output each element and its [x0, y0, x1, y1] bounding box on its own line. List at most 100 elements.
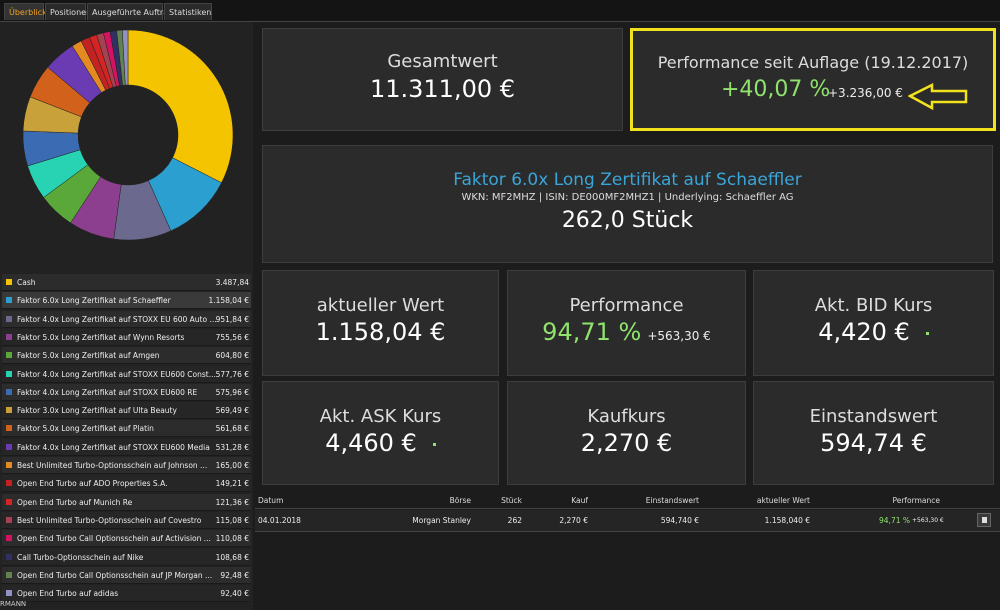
donut-slice: [127, 29, 234, 184]
holding-name: Faktor 4.0x Long Zertifikat auf STOXX EU…: [17, 369, 216, 379]
holding-value: 92,40 €: [220, 589, 249, 599]
holding-row[interactable]: Faktor 5.0x Long Zertifikat auf Amgen 604…: [2, 347, 251, 365]
holding-name: Open End Turbo Call Optionsschein auf Ac…: [17, 534, 211, 544]
performance-percent: +40,07 %: [721, 77, 831, 102]
holding-row[interactable]: Faktor 6.0x Long Zertifikat auf Schaeffl…: [2, 292, 251, 310]
holding-name: Faktor 5.0x Long Zertifikat auf Amgen: [17, 351, 160, 361]
color-swatch: [6, 571, 12, 578]
card-change: +563,30 €: [647, 329, 711, 343]
card-value-line: 4,460 €: [263, 429, 498, 457]
row-action-button[interactable]: [977, 513, 991, 527]
metric-card: Einstandswert 594,74 €: [753, 381, 994, 485]
card-value-line: 2,270 €: [508, 429, 745, 457]
tab[interactable]: Ausgeführte Aufträge: [87, 3, 178, 20]
color-swatch: [6, 498, 12, 505]
trades-row: 04.01.2018 Morgan Stanley 262 2,270 € 594,74…: [255, 510, 1000, 532]
card-title: Performance seit Auflage (19.12.2017): [657, 53, 969, 72]
holding-row[interactable]: Open End Turbo Call Optionsschein auf JP…: [2, 566, 251, 584]
holding-name: Open End Turbo auf ADO Properties S.A.: [17, 479, 168, 489]
holding-value: 604,80 €: [215, 351, 249, 361]
holding-row[interactable]: Faktor 5.0x Long Zertifikat auf Platin 56…: [2, 420, 251, 438]
card-value-line: 594,74 €: [754, 429, 993, 457]
holding-value: 108,68 €: [215, 552, 249, 562]
card-value-line: 1.158,04 €: [263, 318, 498, 346]
instrument-quantity: 262,0 Stück: [561, 208, 694, 233]
instrument-card: Faktor 6.0x Long Zertifikat auf Schaeffl…: [262, 145, 993, 263]
card-title: Akt. ASK Kurs: [319, 406, 442, 427]
color-swatch: [6, 370, 12, 377]
holding-value: 561,68 €: [215, 424, 249, 434]
table-cell: 262: [507, 516, 522, 525]
color-swatch: [6, 516, 12, 523]
holding-row[interactable]: Open End Turbo Call Optionsschein auf Ac…: [2, 530, 251, 548]
metric-card: Akt. BID Kurs 4,420 €: [753, 270, 994, 376]
status-dot: [925, 331, 929, 335]
color-swatch: [6, 480, 12, 487]
holding-name: Faktor 5.0x Long Zertifikat auf Wynn Res…: [17, 332, 185, 342]
color-swatch: [6, 443, 12, 450]
holding-value: 92,48 €: [220, 570, 249, 580]
holding-row[interactable]: Faktor 4.0x Long Zertifikat auf STOXX EU…: [2, 383, 251, 401]
column-header: Kauf: [571, 496, 588, 505]
card-title: Performance: [569, 295, 684, 316]
holding-row[interactable]: Best Unlimited Turbo-Optionsschein auf J…: [2, 457, 251, 474]
holding-name: Cash: [17, 278, 36, 287]
holding-value: 755,56 €: [215, 332, 249, 342]
holding-row[interactable]: Open End Turbo auf Munich Re 121,36 €: [2, 493, 251, 511]
holding-row[interactable]: Faktor 4.0x Long Zertifikat auf STOXX EU…: [2, 365, 251, 383]
card-value-line: 4,420 €: [754, 318, 993, 346]
card-title: Einstandswert: [809, 406, 938, 427]
holding-row[interactable]: Best Unlimited Turbo-Optionsschein auf C…: [2, 511, 251, 529]
card-title: aktueller Wert: [316, 295, 445, 316]
card-value: 11.311,00 €: [369, 75, 516, 103]
tab-bar: Überblick Positionen Ausgeführte Aufträge S…: [0, 0, 1000, 22]
holding-name: Faktor 3.0x Long Zertifikat auf Ulta Bea…: [17, 406, 177, 416]
card-value: 594,74 €: [820, 429, 927, 457]
card-title: Gesamtwert: [387, 51, 498, 72]
card-value: 1.158,04 €: [315, 318, 446, 346]
color-swatch: [6, 590, 12, 597]
donut-chart: [22, 29, 234, 241]
color-swatch: [6, 535, 12, 542]
holding-row[interactable]: Faktor 4.0x Long Zertifikat auf STOXX EU…: [2, 310, 251, 328]
holding-value: 575,96 €: [215, 387, 249, 397]
column-header: Börse: [449, 496, 471, 505]
instrument-title: Faktor 6.0x Long Zertifikat auf Schaeffl…: [453, 170, 802, 190]
performance-card: Performance seit Auflage (19.12.2017) +4…: [630, 28, 996, 131]
card-value: 94,71 %: [542, 318, 642, 346]
holding-row[interactable]: Faktor 5.0x Long Zertifikat auf Wynn Res…: [2, 328, 251, 346]
table-cell: Morgan Stanley: [412, 516, 471, 525]
tab[interactable]: Überblick: [4, 3, 47, 20]
card-value: 4,420 €: [818, 318, 910, 346]
holding-value: 569,49 €: [215, 406, 249, 416]
holding-value: 115,08 €: [215, 515, 249, 525]
color-swatch: [6, 553, 12, 560]
trades-header: Datum Börse Stück Kauf Einstandswert aktuelle…: [255, 491, 1000, 509]
holding-value: 531,28 €: [215, 442, 249, 452]
table-cell: 04.01.2018: [258, 516, 301, 525]
holding-row[interactable]: Open End Turbo auf adidas 92,40 €: [2, 585, 251, 603]
arrow: [908, 83, 968, 111]
holding-value: 165,00 €: [215, 461, 249, 470]
holding-row[interactable]: Faktor 3.0x Long Zertifikat auf Ulta Bea…: [2, 402, 251, 420]
holding-name: Best Unlimited Turbo-Optionsschein auf C…: [17, 515, 202, 525]
color-swatch: [6, 407, 12, 414]
holding-name: Best Unlimited Turbo-Optionsschein auf J…: [17, 461, 208, 470]
holding-value: 3.487,84: [215, 278, 249, 287]
tab[interactable]: Positionen: [45, 3, 91, 20]
holding-row[interactable]: Cash 3.487,84: [2, 274, 251, 291]
card-value-line: 94,71 % +563,30 €: [508, 318, 745, 346]
metric-card: aktueller Wert 1.158,04 €: [262, 270, 499, 376]
metric-card: Akt. ASK Kurs 4,460 €: [262, 381, 499, 485]
holding-value: 951,84 €: [215, 314, 249, 324]
holding-name: Faktor 4.0x Long Zertifikat auf STOXX EU…: [17, 442, 210, 452]
holding-value: 149,21 €: [215, 479, 249, 489]
color-swatch: [6, 297, 12, 304]
holding-row[interactable]: Open End Turbo auf ADO Properties S.A. 14…: [2, 475, 251, 493]
holding-row[interactable]: Call Turbo-Optionsschein auf Nike 108,68 …: [2, 548, 251, 566]
holding-row[interactable]: Faktor 4.0x Long Zertifikat auf STOXX EU…: [2, 438, 251, 456]
color-swatch: [6, 352, 12, 359]
tab[interactable]: Statistiken: [164, 3, 212, 20]
table-cell: 594,740 €: [660, 516, 699, 525]
